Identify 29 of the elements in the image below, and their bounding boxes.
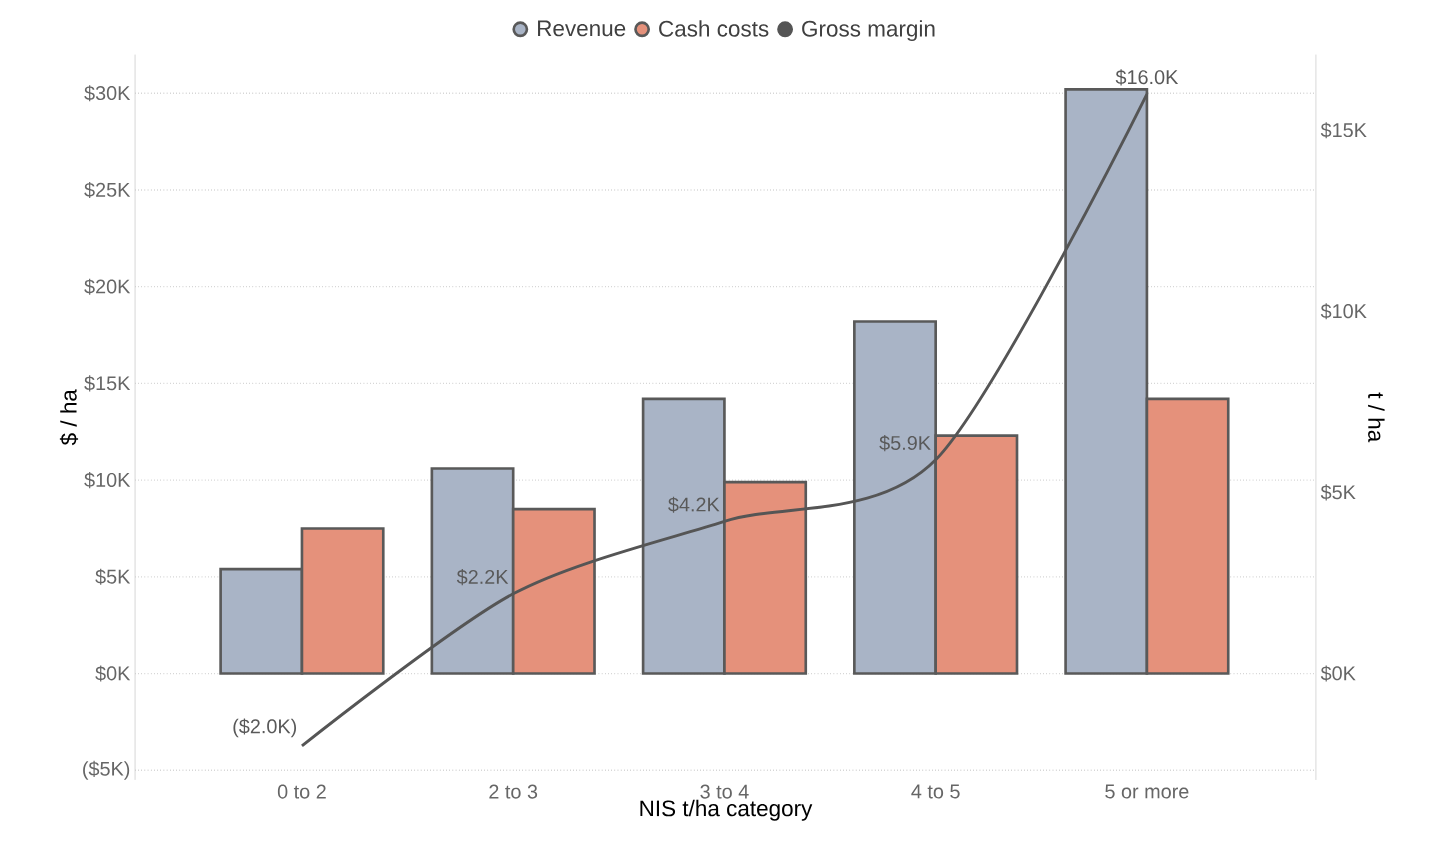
legend-label: Cash costs bbox=[659, 19, 769, 37]
y-tick-label: $25K bbox=[84, 181, 131, 198]
x-tick-label: 4 to 5 bbox=[911, 784, 960, 799]
data-label: ($2.0K) bbox=[233, 718, 297, 738]
y-tick-label: ($5K) bbox=[83, 760, 130, 780]
y-tick-label: $5K bbox=[95, 568, 131, 585]
data-label: $2.2K bbox=[456, 568, 509, 585]
x-tick-label: 0 to 2 bbox=[277, 784, 326, 799]
x-tick-label: 2 to 3 bbox=[489, 784, 538, 799]
y-axis-title: $ / ha bbox=[59, 388, 79, 445]
y2-tick-label: $10K bbox=[1320, 303, 1367, 320]
y-tick-label: $30K bbox=[84, 85, 131, 102]
data-label: $5.9K bbox=[879, 434, 931, 451]
x-tick-label: 3 to 4 bbox=[700, 784, 749, 799]
y-tick-label: $0K bbox=[95, 665, 131, 682]
data-label: $16.0K bbox=[1115, 69, 1179, 86]
y-tick-label: $20K bbox=[84, 278, 131, 295]
x-tick-label: 5 or more bbox=[1105, 784, 1189, 799]
data-label: $4.2K bbox=[668, 496, 720, 513]
y2-tick-label: $5K bbox=[1320, 484, 1356, 501]
legend-label: Gross margin bbox=[802, 19, 935, 41]
y-tick-label: $10K bbox=[84, 471, 131, 488]
legend-label: Revenue bbox=[538, 20, 626, 37]
y2-tick-label: $15K bbox=[1320, 122, 1367, 139]
y2-tick-label: $0K bbox=[1320, 665, 1356, 682]
y2-axis-title: t / ha bbox=[1368, 392, 1385, 443]
y-tick-label: $15K bbox=[84, 375, 131, 392]
x-axis-title: NIS t/ha category bbox=[640, 799, 813, 821]
line-series bbox=[300, 92, 1149, 748]
